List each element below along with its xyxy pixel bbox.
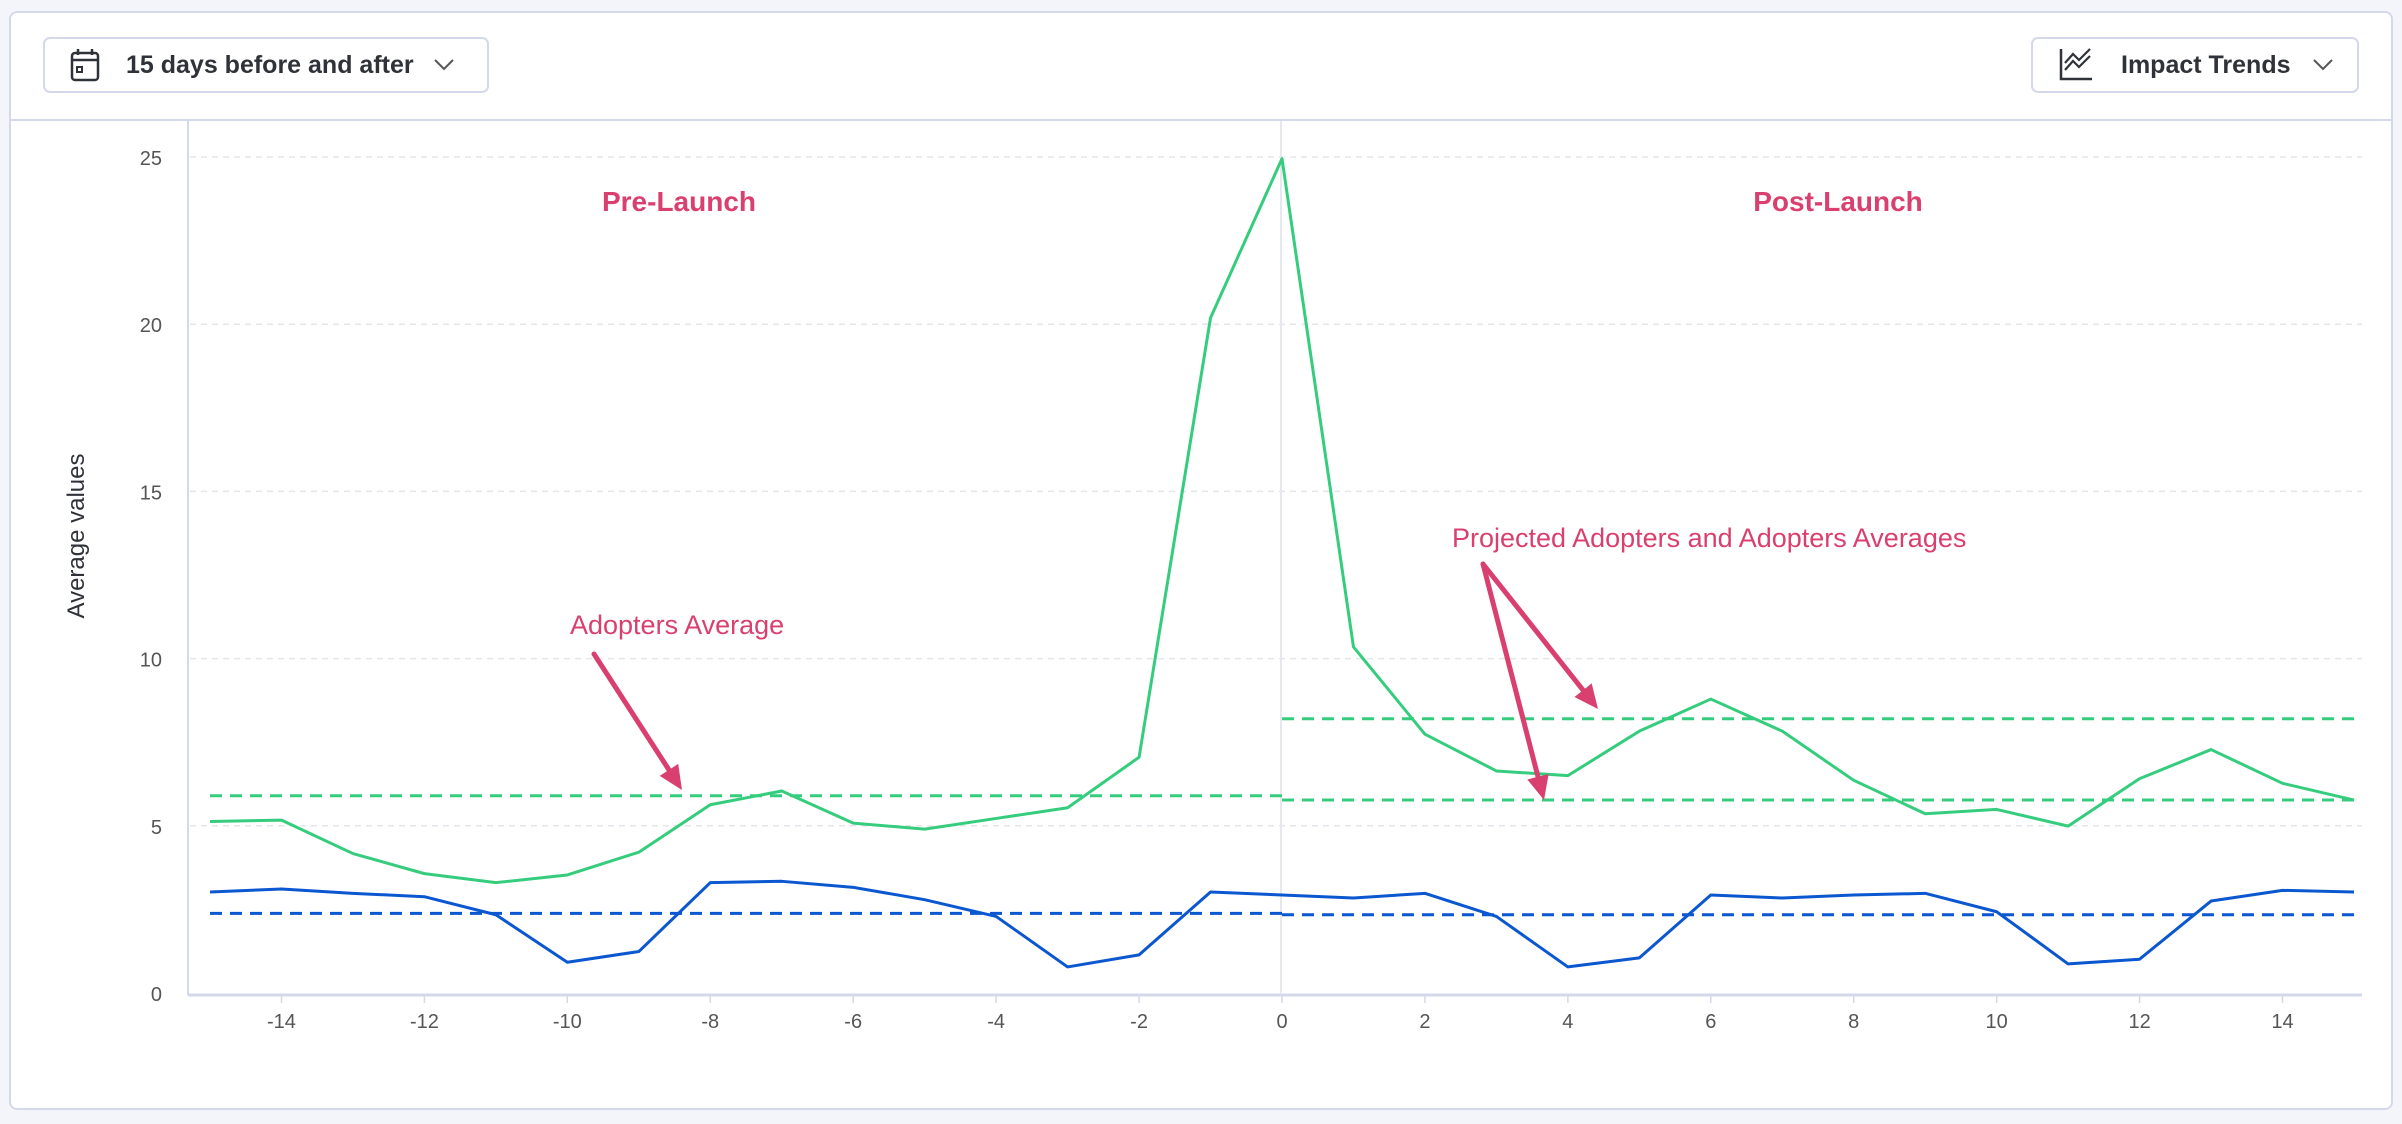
pre-launch-label: Pre-Launch (602, 186, 756, 217)
chart-card (9, 11, 2393, 1110)
x-tick-label: -14 (267, 1011, 296, 1033)
x-tick-label: -4 (987, 1011, 1005, 1033)
x-tick-label: 6 (1705, 1011, 1716, 1033)
x-tick-label: -8 (701, 1011, 719, 1033)
adopters-series-line (209, 157, 2355, 885)
x-tick-label: 4 (1562, 1011, 1573, 1033)
x-tick-label: 14 (2271, 1011, 2293, 1033)
x-tick-label: -10 (553, 1011, 582, 1033)
date-range-dropdown[interactable]: 15 days before and after (43, 37, 489, 93)
adopters-average-annotation: Adopters Average (570, 610, 784, 640)
annotation-arrow (591, 651, 672, 773)
chart-view-dropdown[interactable]: Impact Trends (2031, 37, 2359, 93)
baseline-series-line (209, 879, 2355, 969)
y-tick-label: 5 (151, 817, 162, 839)
arrow-head (659, 763, 682, 790)
x-tick-label: 0 (1276, 1011, 1287, 1033)
y-tick-label: 15 (140, 482, 162, 504)
y-tick-label: 0 (151, 984, 162, 1006)
projected-averages-annotation: Projected Adopters and Adopters Averages (1452, 523, 1966, 553)
x-tick-label: 2 (1419, 1011, 1430, 1033)
x-tick-label: 8 (1848, 1011, 1859, 1033)
chart-view-label: Impact Trends (2121, 50, 2291, 79)
arrow-head (1574, 683, 1598, 709)
y-axis-label: Average values (63, 454, 90, 619)
line-chart-icon (2059, 48, 2092, 81)
annotation-arrow (1480, 561, 1586, 693)
chevron-down-icon (2312, 59, 2333, 71)
header-divider (9, 119, 2393, 121)
calendar-icon (70, 49, 100, 82)
chevron-down-icon (433, 59, 454, 71)
y-tick-label: 20 (140, 315, 162, 337)
x-tick-label: 12 (2128, 1011, 2150, 1033)
x-tick-label: -12 (410, 1011, 439, 1033)
date-range-label: 15 days before and after (126, 50, 414, 79)
x-tick-label: -2 (1130, 1011, 1148, 1033)
x-tick-label: 10 (1986, 1011, 2008, 1033)
y-tick-label: 10 (140, 650, 162, 672)
annotation-arrow (1480, 561, 1541, 780)
arrow-head (1527, 774, 1549, 800)
x-tick-label: -6 (844, 1011, 862, 1033)
post-launch-label: Post-Launch (1753, 186, 1923, 217)
y-tick-label: 25 (140, 148, 162, 170)
